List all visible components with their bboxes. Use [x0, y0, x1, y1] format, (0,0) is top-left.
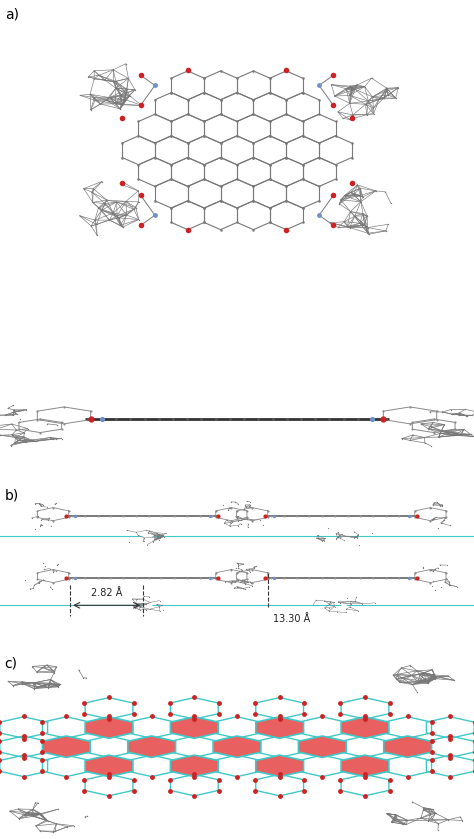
Polygon shape: [256, 755, 303, 777]
Polygon shape: [171, 755, 218, 777]
Polygon shape: [85, 755, 133, 777]
Text: b): b): [5, 488, 19, 503]
Text: c): c): [5, 656, 18, 670]
Text: a): a): [5, 8, 19, 22]
Polygon shape: [341, 755, 389, 777]
Text: 2.82 Å: 2.82 Å: [91, 588, 122, 598]
Polygon shape: [341, 717, 389, 738]
Polygon shape: [128, 736, 175, 758]
Polygon shape: [256, 717, 303, 738]
Text: 13.30 Å: 13.30 Å: [273, 614, 310, 624]
Polygon shape: [43, 736, 90, 758]
Polygon shape: [171, 717, 218, 738]
Polygon shape: [299, 736, 346, 758]
Polygon shape: [213, 736, 261, 758]
Polygon shape: [384, 736, 431, 758]
Polygon shape: [85, 717, 133, 738]
